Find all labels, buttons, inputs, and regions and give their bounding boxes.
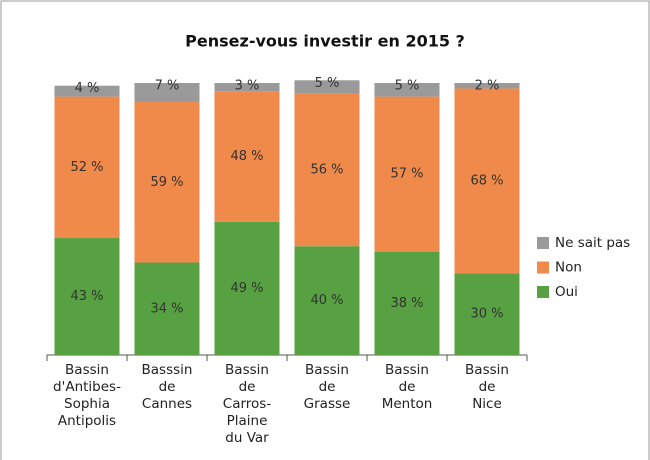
x-tick-label: Bassin d'Antibes- Sophia Antipolis (53, 362, 121, 429)
chart-title: Pensez-vous investir en 2015 ? (185, 32, 465, 51)
data-label: 3 % (235, 79, 260, 94)
data-label: 7 % (155, 79, 180, 94)
legend-swatch (537, 261, 549, 274)
data-label: 57 % (390, 167, 423, 182)
data-label: 2 % (475, 79, 500, 94)
bar-segment (134, 102, 200, 263)
bar-segment (294, 93, 360, 247)
legend-swatch (537, 237, 549, 249)
data-label: 59 % (150, 175, 183, 190)
data-label: 43 % (70, 289, 103, 304)
bar-segment (214, 91, 280, 222)
x-tick-label: Bassin de Grasse (303, 362, 351, 412)
data-label: 49 % (230, 281, 263, 296)
data-label: 34 % (150, 301, 183, 316)
data-label: 52 % (70, 160, 103, 175)
data-label: 48 % (230, 149, 263, 164)
data-label: 30 % (470, 307, 503, 322)
bar-segment (214, 221, 280, 355)
legend-label: Oui (555, 284, 578, 300)
data-label: 38 % (390, 296, 423, 311)
bar-segment (54, 85, 120, 97)
legend-label: Non (555, 260, 582, 276)
bar-segment (214, 83, 280, 92)
data-label: 5 % (315, 76, 340, 91)
bar-segment (454, 88, 520, 274)
x-tick-label: Bassin de Menton (381, 362, 433, 412)
legend-label: Ne sait pas (555, 235, 630, 251)
bar-segment (374, 83, 440, 97)
bar-segment (54, 238, 120, 355)
bar-segment (374, 96, 440, 252)
x-tick-label: Basssin de Cannes (141, 362, 193, 412)
bar-segment (294, 246, 360, 355)
data-label: 40 % (310, 293, 343, 308)
data-label: 68 % (470, 173, 503, 188)
x-tick-label: Bassin de Carros- Plaine du Var (222, 362, 272, 446)
data-label: 5 % (395, 79, 420, 94)
bar-segment (54, 96, 120, 239)
bar-segment (294, 80, 360, 94)
data-label: 4 % (75, 81, 100, 96)
bar-segment (134, 262, 200, 355)
data-label: 56 % (310, 163, 343, 178)
bar-segment (454, 273, 520, 355)
bar-segment (374, 251, 440, 355)
x-tick-label: Bassin de Nice (465, 362, 509, 412)
legend-swatch (537, 286, 549, 298)
bar-segment (134, 83, 200, 103)
bar-segment (454, 83, 520, 89)
